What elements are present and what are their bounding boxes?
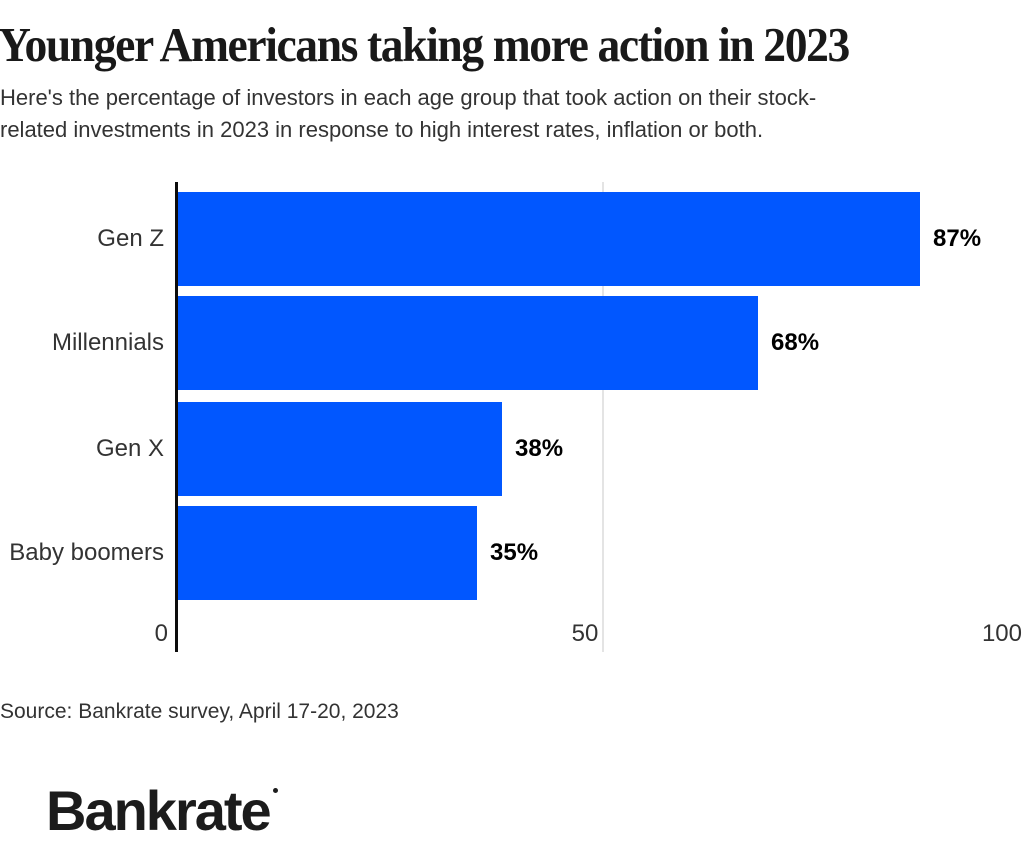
subtitle-line-2: related investments in 2023 in response … (0, 117, 764, 142)
source-text: Source: Bankrate survey, April 17-20, 20… (0, 700, 399, 723)
gridline-50 (602, 182, 604, 652)
x-tick-100: 100 (981, 620, 1022, 647)
bar-chart: Gen Z 87% Millennials 68% Gen X 38% Baby boome… (0, 182, 1024, 652)
value-label-gen-x: 38% (515, 435, 564, 462)
subtitle-line-1: Here's the percentage of investors in ea… (0, 85, 817, 110)
bar-millennials (178, 296, 758, 390)
category-label-baby-boomers: Baby boomers (9, 539, 164, 566)
category-label-gen-z: Gen Z (97, 225, 164, 252)
x-tick-50: 50 (571, 620, 599, 647)
bankrate-logo: Bankrate (46, 778, 278, 842)
value-label-millennials: 68% (771, 329, 820, 356)
value-label-baby-boomers: 35% (490, 539, 539, 566)
category-label-millennials: Millennials (51, 329, 164, 356)
registered-trademark-icon (272, 788, 278, 793)
y-axis-line (175, 182, 178, 652)
page-title: Younger Americans taking more action in … (0, 17, 850, 72)
x-tick-0: 0 (154, 620, 168, 647)
category-label-gen-x: Gen X (95, 435, 164, 462)
chart-subtitle: Here's the percentage of investors in ea… (0, 82, 816, 146)
bar-gen-z (178, 192, 920, 286)
value-label-gen-z: 87% (933, 225, 982, 252)
bar-gen-x (178, 402, 502, 496)
bankrate-logo-text: Bankrate (46, 779, 272, 842)
bar-baby-boomers (178, 506, 477, 600)
